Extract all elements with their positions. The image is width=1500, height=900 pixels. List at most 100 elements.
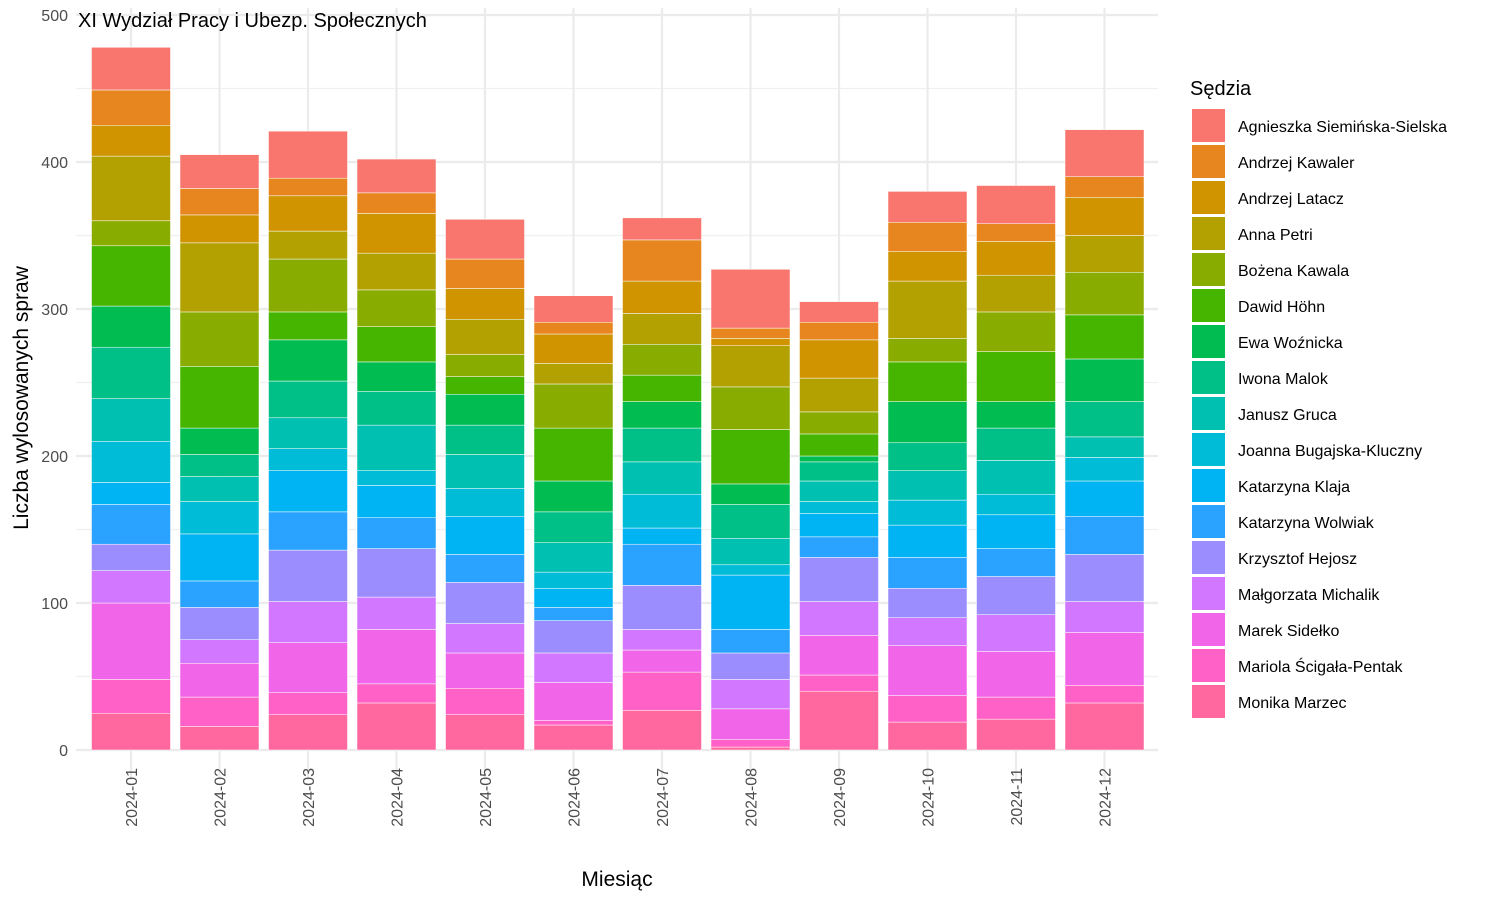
- bar-segment: [356, 702, 437, 751]
- bar-segment: [976, 718, 1056, 751]
- bar-segment: [533, 333, 614, 364]
- bar-segment: [622, 427, 702, 463]
- legend-label: Bożena Kawala: [1238, 263, 1349, 280]
- bar-segment: [1064, 176, 1145, 198]
- x-tick-label: 2024-08: [744, 768, 761, 827]
- bar-segment: [179, 533, 260, 582]
- bar-segment: [533, 295, 614, 323]
- x-tick-label: 2024-04: [390, 768, 407, 827]
- legend-key: [1192, 613, 1225, 646]
- x-tick-label: 2024-06: [567, 768, 584, 827]
- y-tick-label: 400: [41, 155, 68, 172]
- bar-segment: [445, 623, 525, 654]
- bar-segment: [976, 241, 1056, 276]
- bar-segment: [1064, 358, 1145, 402]
- bar-segment: [1064, 129, 1145, 177]
- bar-segment: [179, 454, 260, 477]
- bar-segment: [710, 679, 791, 710]
- legend-label: Mariola Ścigała-Pentak: [1238, 657, 1404, 676]
- bar-segment: [622, 629, 702, 651]
- bar-segment: [710, 739, 791, 748]
- bar-segment: [533, 724, 614, 751]
- bar-segment: [1064, 601, 1145, 633]
- bar-segment: [268, 601, 348, 643]
- bar-segment: [268, 339, 348, 382]
- bar-segment: [533, 480, 614, 513]
- bar-segment: [622, 671, 702, 711]
- bar-segment: [1064, 272, 1145, 316]
- bar-segment: [1064, 457, 1145, 482]
- bar-segment: [445, 424, 525, 455]
- bar-segment: [533, 588, 614, 608]
- bar-segment: [887, 721, 968, 751]
- legend-label: Katarzyna Klaja: [1238, 479, 1350, 496]
- bar-segment: [356, 548, 437, 598]
- bar-segment: [622, 649, 702, 673]
- legend-label: Dawid Höhn: [1238, 299, 1325, 316]
- legend-key: [1192, 649, 1225, 682]
- legend-label: Janusz Gruca: [1238, 407, 1337, 424]
- bar-segment: [533, 652, 614, 683]
- bar-segment: [1064, 554, 1145, 602]
- bar-segment: [91, 47, 171, 91]
- bar-segment: [533, 607, 614, 621]
- bar-segment: [976, 696, 1056, 720]
- bar-segment: [91, 679, 171, 714]
- legend-title: Sędzia: [1190, 78, 1252, 100]
- bar-segment: [887, 470, 968, 501]
- bar-segment: [268, 549, 348, 602]
- bar-segment: [179, 214, 260, 244]
- bar-segment: [268, 230, 348, 260]
- bar-segment: [799, 301, 879, 323]
- bar-segment: [91, 125, 171, 157]
- bar-segment: [1064, 314, 1145, 360]
- bar-segment: [799, 601, 879, 636]
- bar-segment: [533, 571, 614, 589]
- bar-segment: [799, 411, 879, 435]
- legend-key: [1192, 253, 1225, 286]
- bar-segment: [976, 223, 1056, 242]
- bar-segment: [710, 746, 791, 751]
- y-tick-label: 200: [41, 449, 68, 466]
- bar-segment: [976, 311, 1056, 352]
- legend-label: Małgorzata Michalik: [1238, 587, 1380, 604]
- bar-segment: [91, 89, 171, 126]
- legend-key: [1192, 109, 1225, 142]
- bar-segment: [622, 239, 702, 282]
- bar-segment: [91, 305, 171, 348]
- bar-segment: [1064, 197, 1145, 236]
- bar-segment: [710, 429, 791, 485]
- legend-key: [1192, 397, 1225, 430]
- bar-segment: [799, 635, 879, 676]
- bar-segment: [622, 344, 702, 376]
- x-axis-title: Miesiąc: [581, 868, 652, 891]
- bar-segment: [976, 401, 1056, 429]
- bar-segment: [268, 692, 348, 715]
- bar-segment: [887, 617, 968, 646]
- x-tick-label: 2024-07: [655, 768, 672, 827]
- bar-segment: [356, 289, 437, 327]
- bar-segment: [179, 726, 260, 751]
- bar-segment: [356, 158, 437, 194]
- bar-segment: [268, 258, 348, 313]
- bar-segment: [91, 220, 171, 247]
- bar-segment: [445, 394, 525, 426]
- bar-segment: [622, 543, 702, 586]
- bar-segment: [887, 191, 968, 223]
- bar-segment: [622, 493, 702, 529]
- bar-segment: [976, 460, 1056, 495]
- bar-segment: [533, 720, 614, 726]
- legend-label: Andrzej Kawaler: [1238, 155, 1355, 172]
- bar-segment: [445, 219, 525, 260]
- bar-segment: [710, 269, 791, 329]
- bar-segment: [622, 585, 702, 630]
- bar-segment: [445, 582, 525, 624]
- bar-segment: [91, 504, 171, 545]
- legend-key: [1192, 361, 1225, 394]
- legend-key: [1192, 145, 1225, 178]
- bar-segment: [179, 639, 260, 664]
- legend-key: [1192, 685, 1225, 718]
- legend-label: Iwona Malok: [1238, 371, 1329, 388]
- bar-segment: [887, 442, 968, 471]
